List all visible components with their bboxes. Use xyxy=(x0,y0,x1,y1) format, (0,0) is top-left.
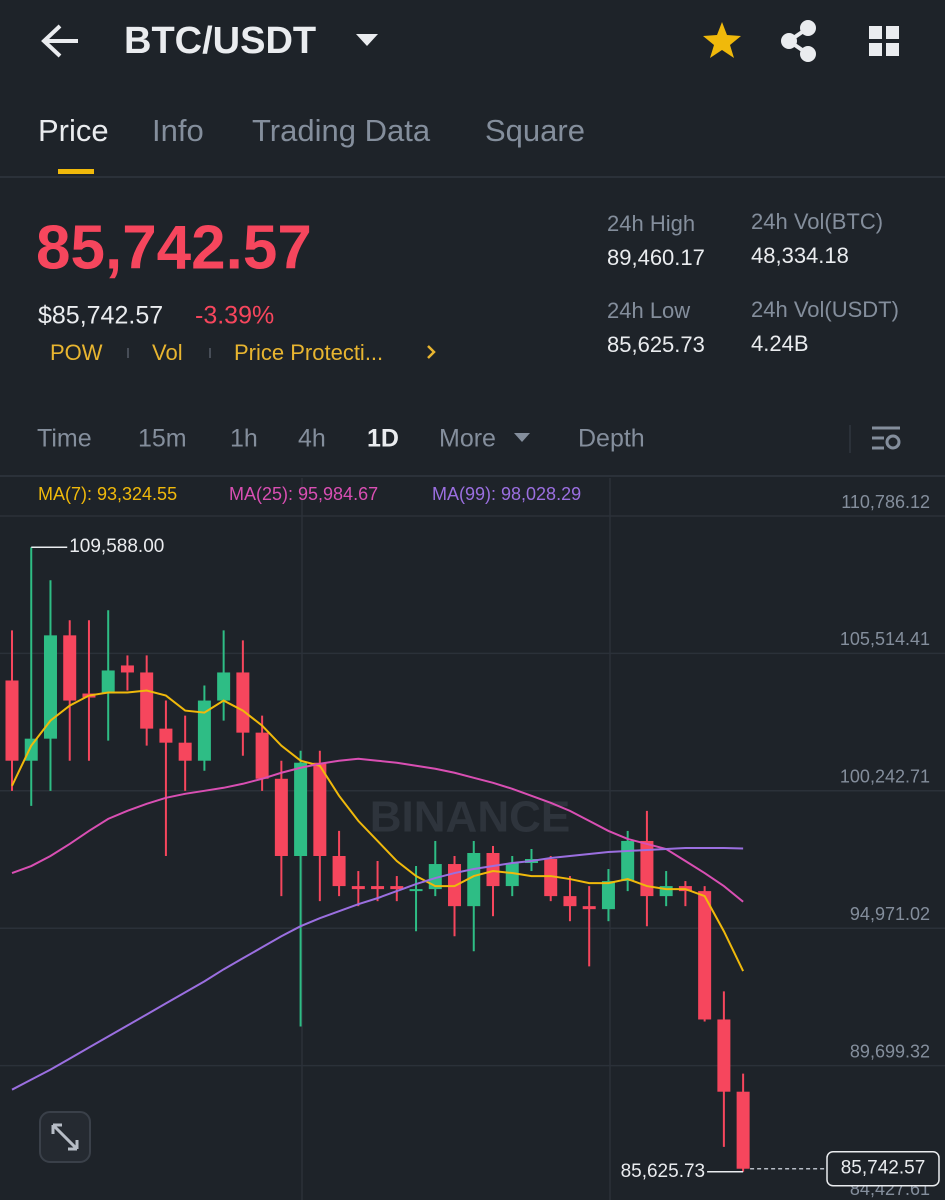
candle-body xyxy=(178,742,192,761)
y-tick-label: 110,786.12 xyxy=(841,492,930,512)
candle-body xyxy=(120,665,134,673)
stat-value: 48,334.18 xyxy=(751,243,849,268)
stat-label: 24h Vol(BTC) xyxy=(751,209,883,234)
fiat-price: $85,742.57 xyxy=(38,302,163,330)
legend-entry: MA(99): 98,028.29 xyxy=(432,484,581,504)
expand-button[interactable] xyxy=(39,1111,91,1163)
candle-body xyxy=(563,896,577,907)
candle-body xyxy=(274,778,288,857)
favorite-star[interactable] xyxy=(703,22,741,58)
y-tick-label: 94,971.02 xyxy=(850,904,930,924)
back-button[interactable] xyxy=(41,24,78,58)
candle-body xyxy=(659,886,673,897)
stat-label: 24h High xyxy=(607,211,695,236)
candle-body xyxy=(217,672,231,701)
candle-body xyxy=(621,840,635,882)
y-tick-label: 105,514.41 xyxy=(840,629,930,649)
tab[interactable]: Info xyxy=(152,113,204,148)
candle-body xyxy=(601,881,615,910)
ma-line xyxy=(11,689,745,972)
interval[interactable]: Depth xyxy=(578,425,645,453)
candle-body xyxy=(332,856,346,887)
candle-body xyxy=(159,728,173,743)
more-dropdown[interactable] xyxy=(514,433,530,442)
candle-body xyxy=(24,738,38,761)
tag[interactable]: Vol xyxy=(152,340,183,365)
candle-body xyxy=(236,672,250,733)
tag-arrow[interactable] xyxy=(427,345,436,359)
candle-body xyxy=(467,853,481,907)
grid-menu[interactable] xyxy=(869,26,899,56)
candle-body xyxy=(582,906,596,910)
candle-body xyxy=(486,853,500,887)
tab[interactable]: Trading Data xyxy=(252,113,431,148)
interval[interactable]: Time xyxy=(37,425,92,453)
price-change: -3.39% xyxy=(195,302,274,330)
last-price-label: 85,742.57 xyxy=(841,1158,926,1179)
y-tick-label: 89,699.32 xyxy=(850,1041,930,1061)
pair-dropdown[interactable] xyxy=(356,34,378,46)
candle-body xyxy=(5,680,19,761)
ma-line xyxy=(11,757,744,903)
interval[interactable]: 4h xyxy=(298,425,326,453)
stat-value: 4.24B xyxy=(751,331,809,356)
interval[interactable]: 1h xyxy=(230,425,258,453)
stat-label: 24h Vol(USDT) xyxy=(751,297,899,322)
candle-body xyxy=(409,889,423,892)
candle-body xyxy=(351,886,365,890)
interval[interactable]: 1D xyxy=(367,425,399,453)
watermark: BINANCE xyxy=(370,793,570,842)
tab[interactable]: Price xyxy=(38,113,109,148)
last-price-box xyxy=(826,1150,940,1187)
candle-body xyxy=(255,732,269,779)
candle-body xyxy=(371,886,385,890)
candle-body xyxy=(698,891,712,1020)
last-price: 85,742.57 xyxy=(36,213,312,282)
candle-body xyxy=(140,672,154,729)
candle-body xyxy=(63,635,77,701)
share-button[interactable] xyxy=(781,20,816,62)
candle-body xyxy=(197,700,211,761)
ma-line xyxy=(11,846,744,1091)
candle-body xyxy=(390,886,404,890)
tab-indicator xyxy=(58,169,94,174)
candle-body xyxy=(717,1019,731,1092)
tag[interactable]: POW xyxy=(50,340,103,365)
stat-value: 89,460.17 xyxy=(607,245,705,270)
candle-body xyxy=(43,635,57,739)
candle-body xyxy=(313,762,327,857)
tag[interactable]: Price Protecti... xyxy=(234,340,383,365)
pair-title[interactable]: BTC/USDT xyxy=(124,20,316,62)
chart-settings[interactable] xyxy=(872,426,901,450)
candle-body xyxy=(505,863,519,887)
stat-value: 85,625.73 xyxy=(607,332,705,357)
candle-body xyxy=(101,670,115,694)
interval[interactable]: More xyxy=(439,425,496,453)
y-tick-label: 100,242.71 xyxy=(840,767,930,787)
interval[interactable]: 15m xyxy=(138,425,187,453)
legend-entry: MA(7): 93,324.55 xyxy=(38,484,177,504)
stat-label: 24h Low xyxy=(607,298,690,323)
tab[interactable]: Square xyxy=(485,113,585,148)
candle-body xyxy=(736,1091,750,1169)
low-label: 85,625.73 xyxy=(621,1161,706,1182)
candle-body xyxy=(544,859,558,897)
high-label: 109,588.00 xyxy=(69,536,164,557)
candle-body xyxy=(640,840,654,897)
candle-body xyxy=(428,864,442,890)
candle-body xyxy=(294,762,308,857)
chart: BINANCE xyxy=(0,478,945,1200)
legend-entry: MA(25): 95,984.67 xyxy=(229,484,378,504)
